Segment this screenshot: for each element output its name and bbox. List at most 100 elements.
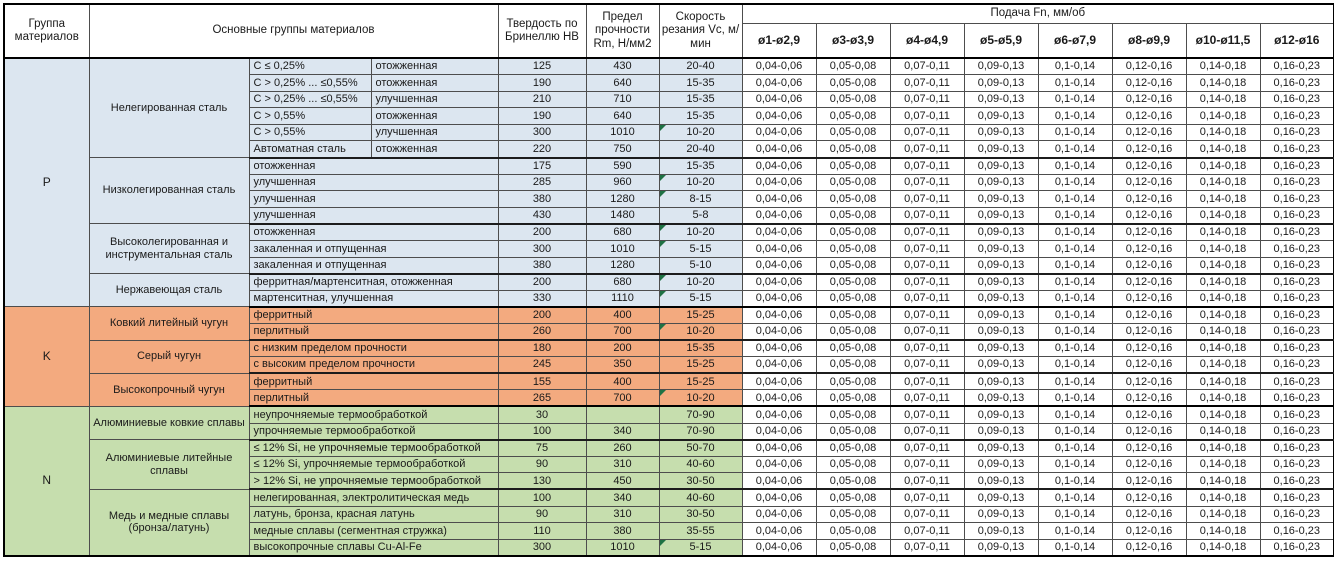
feed-cell: 0,1-0,14 (1037, 488, 1113, 507)
vc-cell: 15-35 (658, 157, 743, 175)
feed-cell: 0,05-0,08 (815, 256, 891, 275)
feed-cell: 0,07-0,11 (889, 472, 965, 491)
feed-cell: 0,04-0,06 (741, 74, 817, 92)
condition-cell: улучшенная (370, 90, 499, 109)
header-diameter-3: ø4-ø4,9 (889, 23, 965, 59)
material-desc-cell: ≤ 12% Si, упрочняемые термообработкой (248, 455, 499, 474)
rm-cell: 960 (585, 173, 660, 192)
feed-cell: 0,09-0,13 (963, 107, 1039, 125)
material-desc-cell: C > 0,55% (248, 123, 372, 142)
material-desc-cell: ферритная/мартенситная, отожженная (248, 273, 499, 291)
feed-cell: 0,14-0,18 (1185, 256, 1261, 275)
table-row: Автоматная сталь отожженная 220 750 20-40 0,0… (4, 140, 1334, 159)
feed-cell: 0,05-0,08 (815, 455, 891, 474)
feed-cell: 0,05-0,08 (815, 90, 891, 109)
feed-cell: 0,1-0,14 (1037, 240, 1113, 258)
feed-cell: 0,07-0,11 (889, 173, 965, 192)
table-row: N Алюминиевые ковкие сплавы неупрочняемые … (3, 405, 1334, 557)
vc-cell: 10-20 (658, 323, 743, 342)
feed-cell: 0,14-0,18 (1185, 356, 1261, 375)
feed-cell: 0,09-0,13 (963, 74, 1039, 92)
vc-cell: 15-25 (658, 356, 743, 375)
rm-cell: 400 (585, 306, 660, 324)
feed-cell: 0,09-0,13 (963, 339, 1039, 358)
feed-cell: 0,14-0,18 (1185, 240, 1261, 258)
feed-cell: 0,1-0,14 (1037, 422, 1113, 441)
rm-cell: 680 (585, 273, 660, 291)
feed-cell: 0,1-0,14 (1037, 439, 1113, 457)
feed-cell: 0,09-0,13 (963, 157, 1039, 175)
feed-cell: 0,16-0,23 (1259, 323, 1334, 342)
feed-cell: 0,09-0,13 (963, 356, 1039, 375)
feed-cell: 0,04-0,06 (741, 339, 817, 358)
feed-cell: 0,04-0,06 (741, 422, 817, 441)
feed-cell: 0,16-0,23 (1259, 422, 1334, 441)
condition-cell: отожженная (370, 107, 499, 125)
hb-cell: 90 (497, 455, 587, 474)
table-row: с высоким пределом прочности 245 350 15-25 0… (4, 356, 1334, 375)
vc-cell: 15-25 (658, 372, 743, 391)
hb-cell: 125 (497, 57, 587, 76)
rm-cell: 640 (585, 74, 660, 92)
feed-cell: 0,09-0,13 (963, 223, 1039, 242)
feed-cell: 0,16-0,23 (1259, 140, 1334, 159)
material-desc-cell: закаленная и отпущенная (248, 240, 499, 258)
feed-cell: 0,04-0,06 (741, 90, 817, 109)
rm-cell: 200 (585, 339, 660, 358)
rm-cell: 590 (585, 157, 660, 175)
feed-cell: 0,07-0,11 (889, 107, 965, 125)
hb-cell: 380 (497, 190, 587, 208)
feed-cell: 0,04-0,06 (741, 140, 817, 159)
feed-cell: 0,16-0,23 (1259, 74, 1334, 92)
feed-cell: 0,12-0,16 (1111, 190, 1187, 208)
hb-cell: 190 (497, 107, 587, 125)
feed-cell: 0,16-0,23 (1259, 123, 1334, 142)
hb-cell: 130 (497, 472, 587, 491)
table-row: C > 0,55% отожженная 190 640 15-35 0,04-0,06 0… (4, 107, 1334, 125)
note-triangle-icon (660, 540, 666, 546)
feed-cell: 0,07-0,11 (889, 74, 965, 92)
feed-cell: 0,04-0,06 (741, 472, 817, 491)
feed-cell: 0,05-0,08 (815, 273, 891, 291)
rm-cell: 1010 (585, 123, 660, 142)
vc-cell: 10-20 (658, 173, 743, 192)
feed-cell: 0,16-0,23 (1259, 289, 1334, 308)
header-diameter-4: ø5-ø5,9 (963, 23, 1039, 59)
header-diameter-2: ø3-ø3,9 (815, 23, 891, 59)
hb-cell: 285 (497, 173, 587, 192)
vc-cell: 5-15 (658, 240, 743, 258)
header-diameter-5: ø6-ø7,9 (1037, 23, 1113, 59)
feed-cell: 0,04-0,06 (741, 389, 817, 408)
material-desc-cell: улучшенная (248, 206, 499, 225)
feed-cell: 0,1-0,14 (1037, 123, 1113, 142)
feed-cell: 0,12-0,16 (1111, 206, 1187, 225)
header-material-group: Группа материалов (3, 3, 90, 59)
material-desc-cell: ферритный (248, 306, 499, 324)
group-cell: N (3, 405, 90, 557)
feed-cell: 0,09-0,13 (963, 256, 1039, 275)
rm-cell: 640 (585, 107, 660, 125)
feed-cell: 0,09-0,13 (963, 405, 1039, 424)
feed-cell: 0,04-0,06 (741, 538, 817, 557)
table-row: улучшенная 430 1480 5-8 0,04-0,06 0,05-0,08 0,… (4, 206, 1334, 225)
feed-cell: 0,09-0,13 (963, 140, 1039, 159)
feed-cell: 0,07-0,11 (889, 422, 965, 441)
material-desc-cell: неупрочняемые термообработкой (248, 405, 499, 424)
hb-cell: 200 (497, 273, 587, 291)
condition-cell: отожженная (370, 140, 499, 159)
feed-cell: 0,12-0,16 (1111, 505, 1187, 524)
feed-cell: 0,1-0,14 (1037, 522, 1113, 540)
table-row: P Нелегированная сталь C ≤ 0,25% отожженная… (3, 57, 1334, 308)
feed-cell: 0,07-0,11 (889, 289, 965, 308)
rm-cell (585, 405, 660, 424)
table-row: перлитный 260 700 10-20 0,04-0,06 0,05-0,08 0,… (4, 323, 1334, 342)
feed-cell: 0,12-0,16 (1111, 90, 1187, 109)
feed-cell: 0,09-0,13 (963, 472, 1039, 491)
feed-cell: 0,07-0,11 (889, 505, 965, 524)
feed-cell: 0,05-0,08 (815, 472, 891, 491)
feed-cell: 0,1-0,14 (1037, 157, 1113, 175)
feed-cell: 0,04-0,06 (741, 190, 817, 208)
feed-cell: 0,14-0,18 (1185, 372, 1261, 391)
feed-cell: 0,16-0,23 (1259, 472, 1334, 491)
table-row: Низколегированная сталь отожженная 175 590 1… (4, 157, 1334, 225)
